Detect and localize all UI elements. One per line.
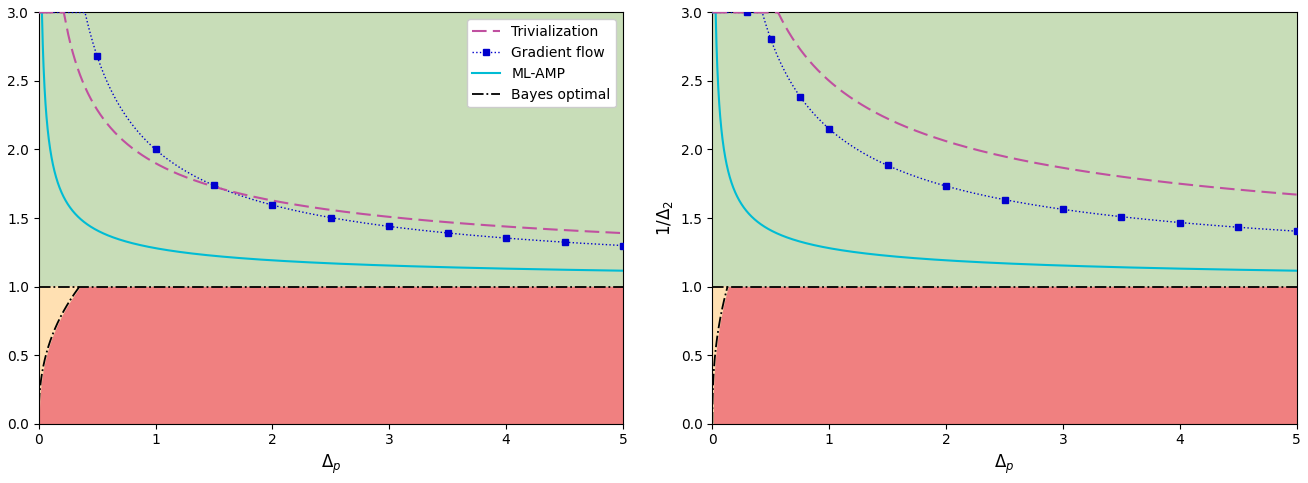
Y-axis label: $1/\Delta_2$: $1/\Delta_2$ bbox=[655, 200, 675, 236]
Legend: Trivialization, Gradient flow, ML-AMP, Bayes optimal: Trivialization, Gradient flow, ML-AMP, B… bbox=[467, 19, 616, 107]
X-axis label: $\Delta_p$: $\Delta_p$ bbox=[320, 453, 341, 476]
X-axis label: $\Delta_p$: $\Delta_p$ bbox=[994, 453, 1015, 476]
